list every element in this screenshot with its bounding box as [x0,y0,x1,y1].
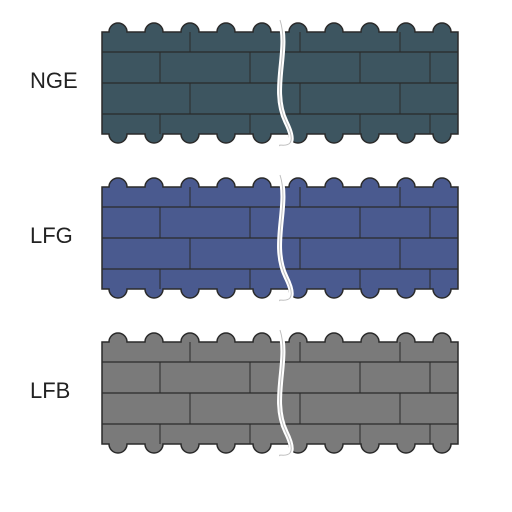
belt-label-lfb: LFB [30,378,70,404]
belt-row-lfb: LFB [0,318,512,473]
belt-graphic-lfg [100,173,460,303]
belt-row-lfg: LFG [0,163,512,318]
belt-label-nge: NGE [30,68,78,94]
belt-graphic-lfb [100,328,460,458]
belt-label-lfg: LFG [30,223,73,249]
belt-row-nge: NGE [0,8,512,163]
belt-graphic-nge [100,18,460,148]
